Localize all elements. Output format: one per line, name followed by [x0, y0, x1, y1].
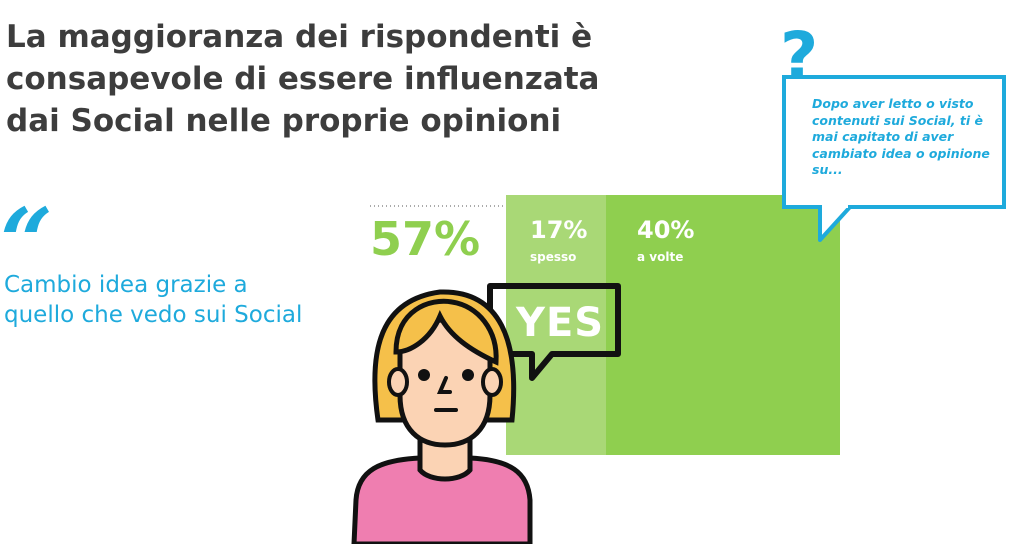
bar-value-label: 17%: [530, 216, 588, 244]
fringe: [393, 298, 499, 366]
total-percentage: 57%: [370, 212, 481, 266]
page-title: La maggioranza dei rispondenti è consape…: [6, 19, 600, 139]
bar-category-label: a volte: [637, 250, 684, 264]
bar-a-volte: [606, 195, 840, 455]
speech-bubble-text: YES: [516, 300, 605, 346]
question-mark-icon: ?: [780, 18, 819, 95]
bar-value-label: 40%: [637, 216, 695, 244]
woman-illustration: [351, 289, 533, 544]
bar-spesso: [506, 195, 606, 455]
question-text: Dopo aver letto o visto contenuti sui So…: [812, 96, 990, 177]
question-bubble: [782, 75, 1006, 209]
quote-text: Cambio idea grazie a quello che vedo sui…: [4, 272, 303, 328]
quote-mark-icon: “: [0, 188, 53, 296]
bar-category-label: spesso: [530, 250, 577, 264]
